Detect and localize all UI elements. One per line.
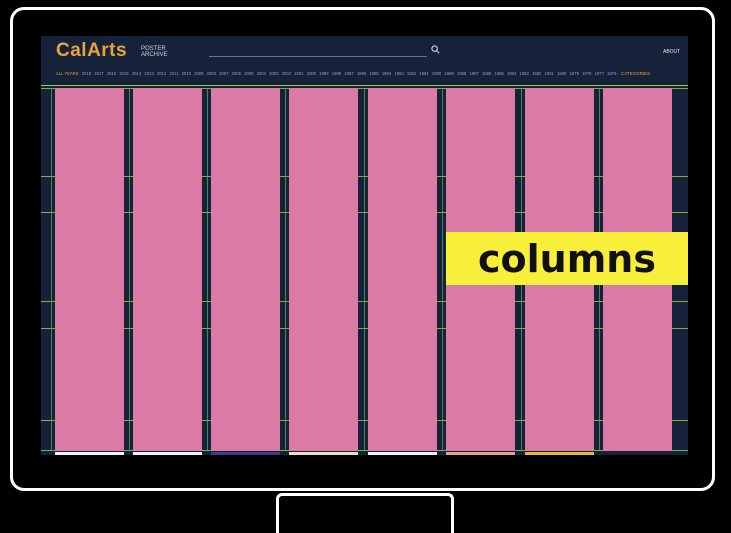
year-filter-item[interactable]: 1986: [481, 71, 492, 76]
year-filter-item[interactable]: 2018: [81, 71, 92, 76]
column-guide: [51, 88, 52, 451]
grid-column: [55, 88, 124, 451]
year-filter-item[interactable]: 2008: [206, 71, 216, 76]
year-filter-item[interactable]: 2005: [244, 71, 254, 76]
logo-subtitle: POSTER ARCHIVE: [141, 46, 168, 58]
year-filter-item[interactable]: 2012: [156, 71, 167, 76]
year-filter-item[interactable]: 2014: [131, 71, 142, 76]
year-filter-item[interactable]: 1984: [507, 71, 517, 76]
year-filter-item[interactable]: 1980: [557, 71, 567, 76]
poster-thumbnail[interactable]: [133, 452, 202, 455]
year-filter-item[interactable]: 2010: [181, 71, 191, 76]
year-filter-item[interactable]: 1999: [319, 71, 329, 76]
search-icon[interactable]: [431, 45, 440, 54]
grid-column: [211, 88, 280, 451]
column-guide: [285, 88, 286, 451]
year-filter-all[interactable]: ALL YEARS: [56, 71, 79, 76]
year-filter-item[interactable]: 1979: [569, 71, 579, 76]
year-filter-item[interactable]: 2013: [144, 71, 154, 76]
search-input[interactable]: [209, 56, 427, 57]
poster-thumbnail[interactable]: [446, 452, 515, 455]
overlay-label-text: columns: [478, 236, 656, 281]
overlay-label: columns: [446, 232, 688, 285]
poster-thumbnail[interactable]: [289, 452, 358, 455]
grid-column: [368, 88, 437, 451]
about-link[interactable]: ABOUT: [663, 49, 681, 55]
column-guide: [364, 88, 365, 451]
year-filter-item[interactable]: 2015: [119, 71, 129, 76]
poster-thumbnail[interactable]: [55, 452, 124, 455]
year-filter-list: ALL YEARS 2018 2017 2016 2015 2014 2013 2012 201…: [56, 71, 616, 79]
column-guide: [129, 88, 130, 451]
logo-subtitle-line1: POSTER: [141, 46, 166, 52]
monitor-stand: [276, 493, 454, 533]
poster-thumbnail[interactable]: [211, 452, 280, 455]
grid-column: [133, 88, 202, 451]
year-filter-item[interactable]: 1989: [444, 71, 454, 76]
logo[interactable]: CalArts: [56, 40, 128, 61]
column-guide: [442, 88, 443, 451]
year-filter-item[interactable]: 1985: [494, 71, 504, 76]
year-filter-item[interactable]: 1997: [344, 71, 354, 76]
year-filter-item[interactable]: 2017: [94, 71, 104, 76]
header-divider: [41, 85, 688, 86]
year-filter-item[interactable]: 1996: [356, 71, 367, 76]
year-filter-item[interactable]: 2004: [256, 71, 267, 76]
year-filter-item[interactable]: 2001: [294, 71, 304, 76]
poster-thumbnail[interactable]: [603, 452, 672, 455]
year-filter-item[interactable]: 1981: [544, 71, 554, 76]
year-filter-item[interactable]: 2009: [194, 71, 204, 76]
column-guide: [207, 88, 208, 451]
year-filter-item[interactable]: 1983: [519, 71, 529, 76]
year-filter-item[interactable]: 1982: [532, 71, 542, 76]
year-filter-item[interactable]: 2007: [219, 71, 229, 76]
year-filter-item[interactable]: 2016: [106, 71, 117, 76]
year-filter-item[interactable]: 1994: [381, 71, 392, 76]
poster-thumbnail[interactable]: [525, 452, 594, 455]
year-filter-item[interactable]: 1993: [394, 71, 404, 76]
year-filter-item[interactable]: 1991: [419, 71, 429, 76]
year-filter-item[interactable]: 1992: [406, 71, 417, 76]
year-filter-item[interactable]: 2000: [306, 71, 317, 76]
year-filter-item[interactable]: 2006: [231, 71, 241, 76]
year-filter-item[interactable]: 1976: [607, 71, 617, 76]
year-filter-item[interactable]: 1987: [469, 71, 479, 76]
year-filter-item[interactable]: 2003: [269, 71, 279, 76]
year-filter-item[interactable]: 2002: [281, 71, 292, 76]
grid-column: [289, 88, 358, 451]
year-filter-item[interactable]: 1988: [456, 71, 467, 76]
logo-subtitle-line2: ARCHIVE: [141, 52, 168, 58]
year-filter-item[interactable]: 1998: [331, 71, 342, 76]
year-filter-item[interactable]: 1977: [594, 71, 604, 76]
screen: CalArts POSTER ARCHIVE ABOUT ALL YEARS 20…: [41, 36, 688, 455]
top-bar: CalArts POSTER ARCHIVE ABOUT: [41, 36, 688, 66]
categories-link[interactable]: CATEGORIES: [621, 71, 651, 76]
year-filter-item[interactable]: 2011: [169, 71, 179, 76]
poster-thumbnail[interactable]: [368, 452, 437, 455]
year-filter-item[interactable]: 1995: [369, 71, 379, 76]
year-filter-item[interactable]: 1978: [582, 71, 592, 76]
year-filter-item[interactable]: 1990: [431, 71, 442, 76]
